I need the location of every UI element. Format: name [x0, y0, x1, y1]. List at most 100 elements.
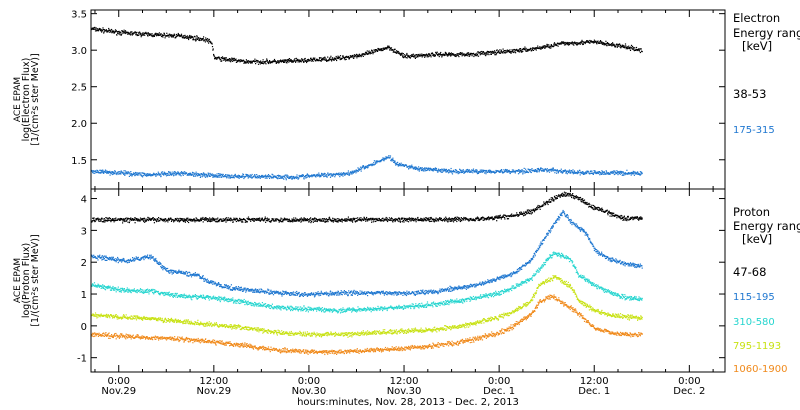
electron-point-175-315: [540, 168, 542, 170]
electron-point-175-315: [487, 171, 489, 173]
proton-point-47-68: [526, 212, 528, 214]
proton-point-47-68: [497, 217, 499, 219]
electron-point-175-315: [472, 168, 475, 170]
proton-point-47-68: [415, 221, 417, 223]
proton-point-47-68: [174, 218, 176, 220]
electron-point-38-53: [224, 57, 226, 59]
electron-point-175-315: [457, 171, 459, 173]
electron-point-175-315: [286, 176, 288, 178]
electron-point-175-315: [419, 168, 421, 170]
proton-point-47-68: [198, 219, 200, 221]
proton-point-47-68: [292, 220, 294, 222]
electron-point-175-315: [586, 172, 588, 175]
electron-point-175-315: [637, 172, 639, 174]
proton-point-47-68: [113, 219, 115, 221]
electron-point-175-315: [262, 174, 264, 177]
proton-point-47-68: [507, 218, 510, 220]
electron-point-38-53: [458, 53, 460, 55]
electron-point-38-53: [202, 39, 204, 41]
electron-point-38-53: [390, 47, 392, 50]
proton-point-115-195: [164, 267, 166, 269]
electron-point-38-53: [157, 33, 159, 35]
proton-point-47-68: [259, 217, 261, 219]
proton-point-47-68: [551, 199, 553, 201]
electron-point-38-53: [315, 60, 317, 62]
electron-point-38-53: [375, 50, 377, 53]
electron-point-38-53: [175, 36, 177, 38]
electron-point-38-53: [632, 48, 634, 50]
electron-point-38-53: [440, 51, 442, 54]
proton-point-47-68: [632, 216, 634, 218]
electron-point-175-315: [598, 171, 600, 173]
electron-point-175-315: [169, 173, 171, 175]
electron-point-38-53: [519, 51, 521, 53]
electron-point-38-53: [236, 60, 238, 62]
electron-point-38-53: [325, 58, 327, 60]
electron-point-175-315: [272, 177, 274, 179]
proton-point-47-68: [138, 218, 140, 221]
electron-point-175-315: [203, 175, 205, 177]
electron-point-38-53: [591, 40, 593, 42]
electron-point-175-315: [616, 172, 618, 174]
electron-point-175-315: [383, 157, 385, 159]
electron-point-38-53: [431, 52, 434, 55]
proton-point-47-68: [199, 220, 201, 222]
electron-point-38-53: [301, 58, 303, 60]
electron-point-175-315: [632, 172, 634, 174]
electron-point-175-315: [334, 173, 336, 176]
electron-point-38-53: [495, 52, 497, 54]
electron-point-38-53: [221, 60, 223, 62]
electron-point-38-53: [578, 43, 580, 45]
electron-point-175-315: [238, 177, 240, 179]
electron-point-175-315: [601, 170, 603, 172]
electron-point-175-315: [465, 169, 467, 171]
electron-point-38-53: [240, 60, 242, 62]
proton-point-47-68: [152, 217, 154, 219]
proton-point-47-68: [459, 217, 461, 219]
electron-point-175-315: [484, 170, 486, 172]
electron-point-175-315: [212, 176, 214, 178]
electron-point-175-315: [125, 172, 127, 174]
electron-point-38-53: [298, 60, 300, 62]
proton-point-47-68: [504, 218, 506, 220]
proton-point-47-68: [300, 217, 302, 219]
electron-point-175-315: [487, 170, 490, 172]
electron-point-175-315: [571, 170, 573, 172]
electron-point-38-53: [622, 44, 624, 46]
electron-point-175-315: [347, 170, 349, 172]
electron-point-38-53: [161, 35, 163, 37]
electron-point-38-53: [638, 50, 640, 52]
electron-point-175-315: [560, 168, 562, 170]
electron-point-175-315: [233, 175, 235, 177]
electron-point-38-53: [286, 59, 288, 61]
electron-point-175-315: [562, 172, 564, 174]
proton-point-115-195: [165, 267, 168, 270]
electron-point-38-53: [581, 42, 583, 44]
electron-point-175-315: [592, 172, 594, 174]
electron-point-38-53: [554, 43, 556, 45]
electron-point-38-53: [561, 42, 563, 44]
proton-point-115-195: [101, 255, 103, 257]
electron-point-38-53: [503, 50, 505, 52]
electron-point-38-53: [319, 58, 321, 60]
electron-point-38-53: [271, 61, 273, 63]
electron-point-38-53: [471, 55, 473, 57]
electron-point-38-53: [94, 26, 96, 28]
electron-point-175-315: [521, 169, 523, 171]
electron-point-175-315: [409, 165, 411, 167]
electron-point-38-53: [514, 51, 516, 53]
electron-point-175-315: [244, 176, 246, 178]
electron-point-175-315: [509, 171, 511, 173]
proton-point-47-68: [586, 201, 588, 204]
electron-point-175-315: [128, 175, 130, 177]
electron-point-175-315: [460, 171, 462, 174]
electron-point-38-53: [189, 34, 191, 37]
electron-point-175-315: [181, 173, 184, 175]
proton-point-47-68: [426, 219, 428, 221]
electron-point-38-53: [487, 51, 490, 53]
electron-point-175-315: [421, 168, 424, 171]
electron-point-38-53: [157, 34, 159, 37]
proton-point-47-68: [608, 211, 610, 213]
electron-point-38-53: [92, 27, 94, 29]
electron-point-38-53: [636, 49, 638, 51]
